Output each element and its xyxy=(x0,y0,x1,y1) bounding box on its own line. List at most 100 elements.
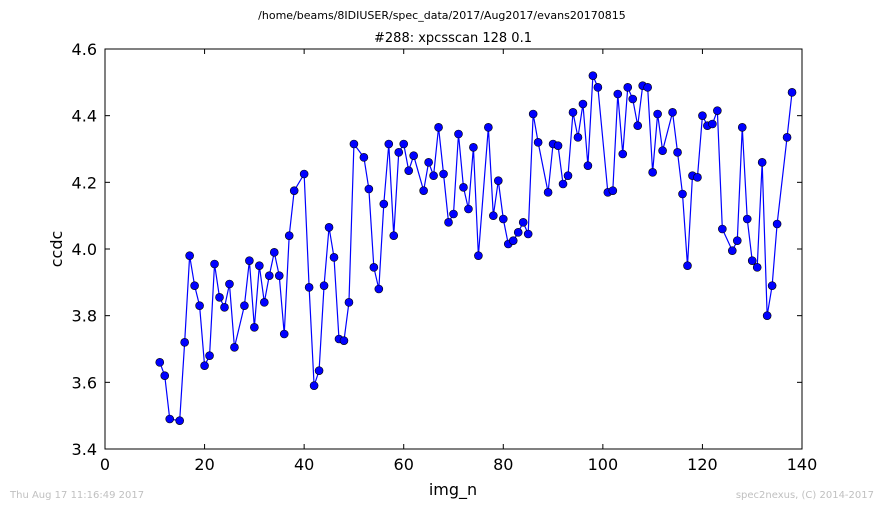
y-tick-label: 4.0 xyxy=(72,240,97,259)
data-point xyxy=(533,138,543,147)
data-point xyxy=(737,123,747,132)
data-point xyxy=(324,223,334,232)
x-tick-label: 0 xyxy=(100,455,110,474)
data-point xyxy=(454,129,463,139)
data-point xyxy=(369,263,379,272)
data-point xyxy=(678,189,687,199)
data-point xyxy=(274,271,284,280)
data-point xyxy=(329,253,339,262)
data-point xyxy=(469,143,478,152)
data-point xyxy=(344,298,354,307)
data-point xyxy=(215,293,224,302)
data-point xyxy=(633,121,643,130)
data-point xyxy=(264,271,274,280)
data-point xyxy=(489,211,498,220)
data-series xyxy=(155,71,797,425)
x-tick-label: 100 xyxy=(588,455,619,474)
y-tick-label: 3.6 xyxy=(72,373,97,392)
data-point xyxy=(498,214,508,224)
data-point xyxy=(673,148,682,157)
x-tick-label: 120 xyxy=(687,455,718,474)
data-point xyxy=(195,301,204,310)
data-point xyxy=(757,158,767,167)
data-point xyxy=(772,219,782,229)
y-tick-label: 4.4 xyxy=(72,107,97,126)
data-point xyxy=(573,133,583,142)
data-point xyxy=(782,133,792,142)
y-tick-label: 3.8 xyxy=(72,307,97,326)
data-point xyxy=(543,188,553,197)
data-point xyxy=(668,108,677,117)
data-point xyxy=(588,71,598,80)
data-point xyxy=(309,381,319,390)
x-axis-label: img_n xyxy=(429,480,477,500)
data-point xyxy=(269,248,279,257)
data-point xyxy=(299,169,309,179)
data-point xyxy=(255,261,264,270)
data-point xyxy=(439,169,448,179)
data-point xyxy=(250,323,259,332)
data-point xyxy=(528,109,538,119)
data-point xyxy=(558,179,568,189)
data-point xyxy=(279,329,289,339)
data-point xyxy=(698,111,707,120)
y-axis-label: ccdc xyxy=(47,231,66,268)
data-point xyxy=(494,176,503,185)
data-point xyxy=(389,231,399,240)
data-point xyxy=(185,251,194,260)
data-point xyxy=(314,366,324,375)
data-point xyxy=(718,224,727,234)
data-point xyxy=(394,148,404,157)
data-point xyxy=(205,351,214,360)
axis-ticks xyxy=(104,48,803,450)
data-point xyxy=(349,139,359,149)
data-point xyxy=(220,303,229,312)
data-point xyxy=(180,338,189,347)
data-point xyxy=(319,281,329,290)
data-point xyxy=(304,283,314,292)
data-point xyxy=(523,229,533,239)
data-point xyxy=(658,146,667,155)
x-tick-label: 40 xyxy=(294,455,314,474)
data-point xyxy=(160,371,170,380)
data-point xyxy=(713,106,722,115)
x-tick-label: 60 xyxy=(394,455,414,474)
y-tick-label: 4.6 xyxy=(72,40,97,59)
data-point xyxy=(613,89,623,99)
plot-area xyxy=(104,48,803,450)
data-point xyxy=(683,261,692,270)
data-point xyxy=(175,416,184,425)
data-point xyxy=(404,166,413,175)
data-point xyxy=(693,173,702,182)
data-point xyxy=(424,158,433,167)
data-point xyxy=(289,186,299,195)
data-point xyxy=(508,236,518,245)
data-point xyxy=(190,281,199,290)
data-point xyxy=(364,184,374,194)
data-point xyxy=(578,99,588,109)
data-point xyxy=(623,83,633,92)
data-point xyxy=(484,123,493,132)
data-point xyxy=(762,311,772,320)
data-point xyxy=(767,281,777,290)
data-point xyxy=(379,199,389,209)
chart-title: #288: xpcsscan 128 0.1 xyxy=(374,31,532,46)
data-point xyxy=(593,83,603,92)
data-point xyxy=(464,204,473,214)
data-point xyxy=(563,171,573,180)
data-point xyxy=(240,301,249,310)
data-point xyxy=(787,88,797,97)
data-point xyxy=(568,108,578,117)
data-point xyxy=(284,231,294,240)
data-point xyxy=(583,161,593,170)
data-point xyxy=(374,284,384,294)
data-point xyxy=(518,218,528,227)
data-point xyxy=(747,256,757,265)
data-point xyxy=(553,141,563,150)
data-point xyxy=(165,414,175,424)
data-point xyxy=(444,218,453,227)
footer-credit: spec2nexus, (C) 2014-2017 xyxy=(736,490,874,501)
footer-timestamp: Thu Aug 17 11:16:49 2017 xyxy=(9,490,144,501)
data-point xyxy=(245,256,254,265)
data-point xyxy=(399,139,409,149)
